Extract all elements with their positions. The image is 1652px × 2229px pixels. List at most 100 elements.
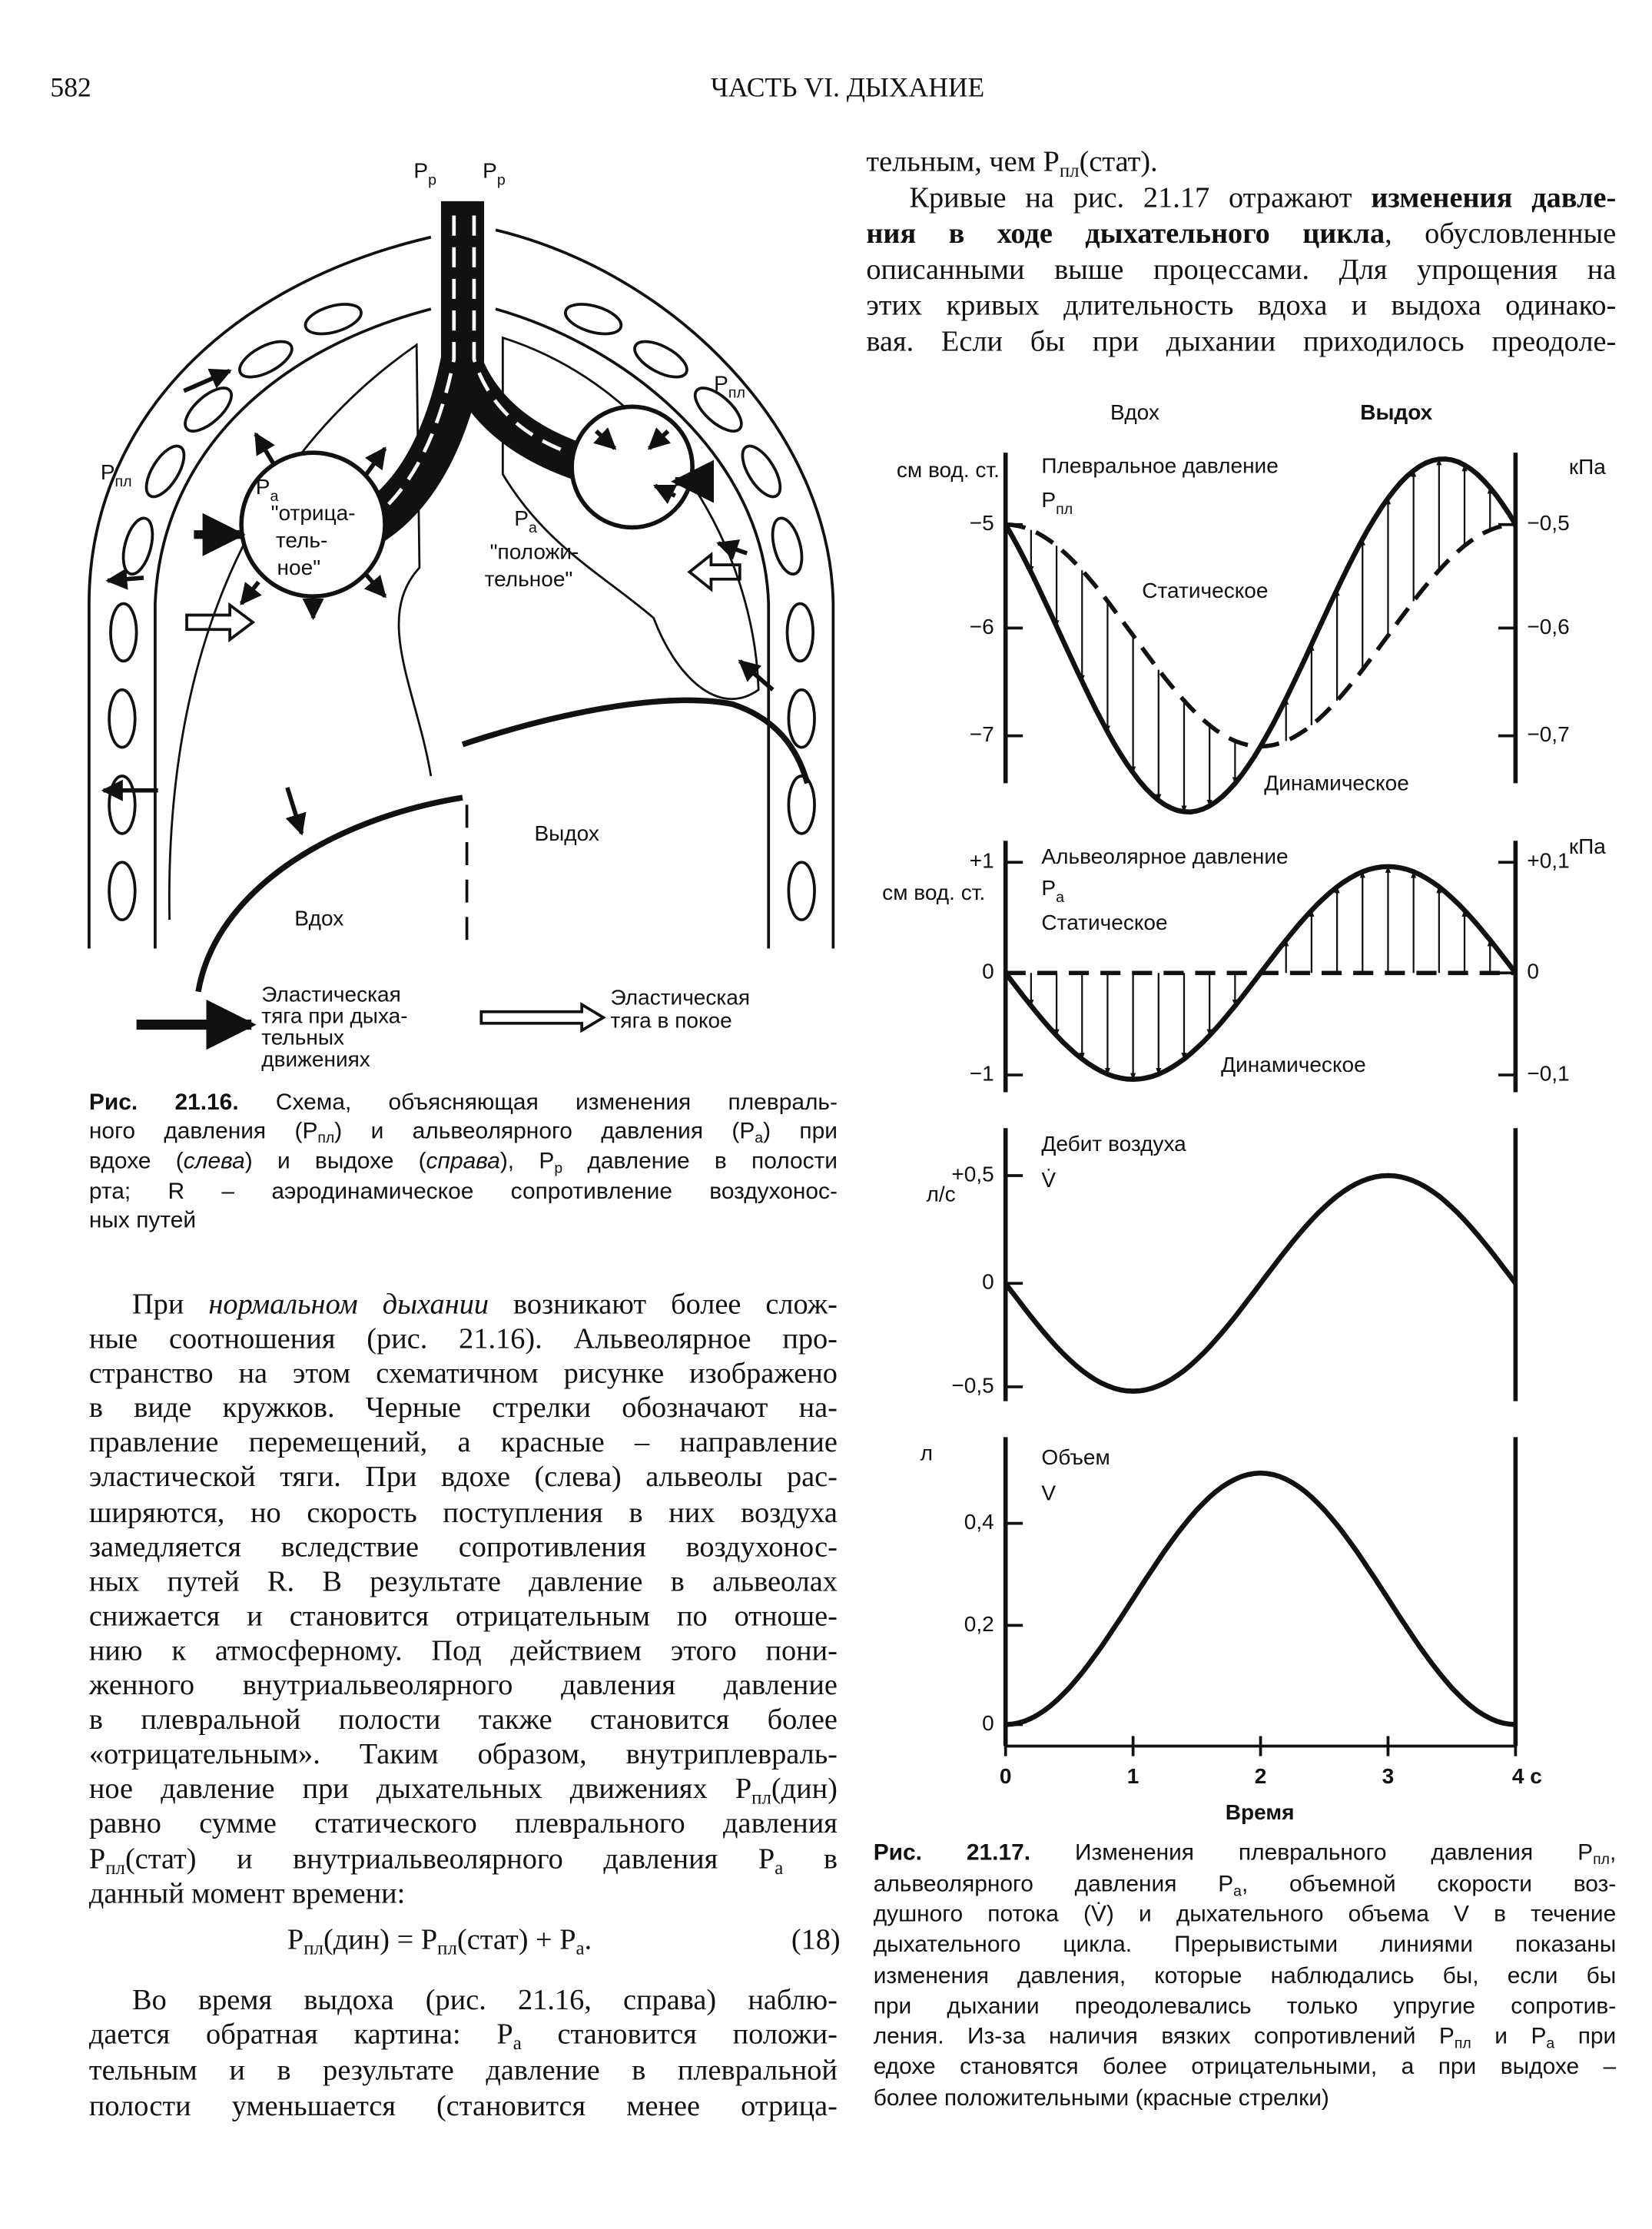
curve-label: Статическое xyxy=(1142,579,1268,602)
y2-tick-label: 0 xyxy=(1527,960,1539,983)
dynamic-curve xyxy=(1003,456,1518,815)
drawing-path xyxy=(154,307,432,949)
label: "положи- xyxy=(490,540,579,564)
text-run: , объемной скорости воз- xyxy=(1241,1872,1617,1897)
y-tick-label: 0 xyxy=(982,1711,994,1735)
text-run: P xyxy=(256,475,270,499)
text-run: (стат) + P xyxy=(456,1924,576,1956)
text-run: ), P xyxy=(499,1149,555,1174)
label: Вдох xyxy=(1110,400,1159,424)
drawing-line xyxy=(239,580,262,605)
label: Выдох xyxy=(1360,400,1432,424)
y2-tick-label: +0,1 xyxy=(1527,849,1569,873)
y-tick-label: 0,2 xyxy=(964,1612,994,1636)
text-run: P xyxy=(1041,488,1056,512)
text-run: ) при xyxy=(763,1119,838,1145)
x-tick-label: 2 xyxy=(1255,1764,1267,1788)
y-tick-label: 0 xyxy=(982,960,994,983)
drawing-line xyxy=(285,787,307,836)
text-run: Изменения плеврального давления P xyxy=(1030,1841,1594,1866)
drawing-path xyxy=(445,352,589,481)
subscript: пл xyxy=(1454,2036,1471,2053)
drawing-ellipse xyxy=(108,688,137,749)
text-line: описанными выше процессами. Для упрощени… xyxy=(866,254,1617,286)
drawing-circle xyxy=(569,404,695,530)
x-tick-label: 3 xyxy=(1382,1764,1395,1788)
text-line: нию к атмосферному. Под действием этого … xyxy=(88,1635,838,1667)
drawing-ellipse xyxy=(787,861,816,921)
drawing-ellipse xyxy=(304,303,363,336)
text-line: полости уменьшается (становится менее от… xyxy=(88,2090,838,2122)
subscript: a xyxy=(1056,889,1064,906)
subscript: пл xyxy=(1593,1853,1610,1869)
caption-line: едохе становятся более отрицательными, а… xyxy=(873,2055,1617,2081)
drawing-g xyxy=(108,303,816,921)
panel-symbol: Pa xyxy=(1041,876,1064,906)
drawing-ellipse xyxy=(771,516,804,576)
caption-line: дыхательного цикла. Прерывистыми линиями… xyxy=(873,1933,1617,1958)
text-run: P xyxy=(1041,876,1056,900)
text-run: (стат). xyxy=(1079,145,1158,177)
drawing-ellipse xyxy=(633,340,688,379)
text-run: давление в полости xyxy=(562,1149,838,1174)
drawing-polygon xyxy=(479,1002,606,1033)
caption-line: Рис. 21.16. Схема, объясняющая изменения… xyxy=(89,1089,838,1119)
y-tick-label: −1 xyxy=(970,1061,994,1085)
text-line: в плевральной полости также становится б… xyxy=(88,1704,838,1736)
drawing-ellipse xyxy=(787,688,816,749)
text-run: тельным, чем P xyxy=(866,145,1060,177)
label: Pp xyxy=(413,159,436,189)
drawing-ellipse xyxy=(564,303,623,336)
y-tick-label: 0,4 xyxy=(964,1510,994,1534)
text-line: замедляется вследствие сопротивления воз… xyxy=(88,1531,838,1564)
drawing-path xyxy=(472,215,582,459)
drawing-ellipse xyxy=(109,602,138,663)
text-run: При xyxy=(131,1289,209,1321)
label: тель- xyxy=(276,529,327,552)
drawing-path xyxy=(88,235,432,949)
text-line: женного внутриальвеолярного давления дав… xyxy=(88,1670,838,1702)
label: Pпл xyxy=(101,461,132,491)
subscript: пл xyxy=(1059,158,1080,181)
curve-label: Статическое xyxy=(1041,911,1167,934)
drawing-ellipse xyxy=(787,775,816,835)
text-line: ния в ходе дыхательного цикла, обусловле… xyxy=(866,216,1616,252)
y-tick-label: −7 xyxy=(970,722,994,746)
drawing-path xyxy=(168,343,433,920)
text-line: «отрицательным». Таким образом, внутрипл… xyxy=(88,1739,838,1771)
y-tick-label: +0,5 xyxy=(951,1162,994,1186)
text-run: (стат) и внутриальвеолярного давления P xyxy=(125,1843,775,1876)
text-line: правление перемещений, а красные – напра… xyxy=(88,1427,838,1460)
label: Эластическая xyxy=(611,985,751,1009)
label: тельных xyxy=(261,1026,344,1050)
dynamic-curve xyxy=(1003,1173,1518,1394)
text-run: ) и альвеолярного давления (P xyxy=(334,1119,755,1145)
label: Pa xyxy=(514,506,537,536)
text-run: ного давления (P xyxy=(88,1119,318,1145)
subscript: пл xyxy=(317,1131,335,1148)
text-run: вдохе ( xyxy=(88,1149,184,1174)
subscript: p xyxy=(497,172,506,189)
subscript: a xyxy=(775,1856,784,1878)
drawing-line xyxy=(593,427,617,450)
panel-symbol: V xyxy=(1041,1481,1056,1505)
label: Время xyxy=(1226,1800,1295,1824)
label: движениях xyxy=(261,1047,370,1071)
x-tick-label: 1 xyxy=(1127,1764,1139,1788)
drawing-path xyxy=(461,697,811,784)
text-run: ния в ходе дыхательного цикла xyxy=(866,217,1385,250)
subscript: пл xyxy=(105,1856,126,1878)
drawing-ellipse xyxy=(121,516,154,576)
page-number: 582 xyxy=(50,73,91,104)
text-line: вая. Если бы при дыхании приходилось пре… xyxy=(866,325,1617,357)
drawing-path xyxy=(495,228,835,949)
subscript: p xyxy=(428,172,436,189)
text-run: Рис. 21.17. xyxy=(873,1841,1031,1866)
y2-tick-label: −0,5 xyxy=(1527,511,1569,535)
drawing-ellipse xyxy=(144,444,186,499)
text-run: . xyxy=(584,1924,592,1956)
panel-title: Объем xyxy=(1041,1445,1110,1469)
subscript: пл xyxy=(751,1786,771,1809)
